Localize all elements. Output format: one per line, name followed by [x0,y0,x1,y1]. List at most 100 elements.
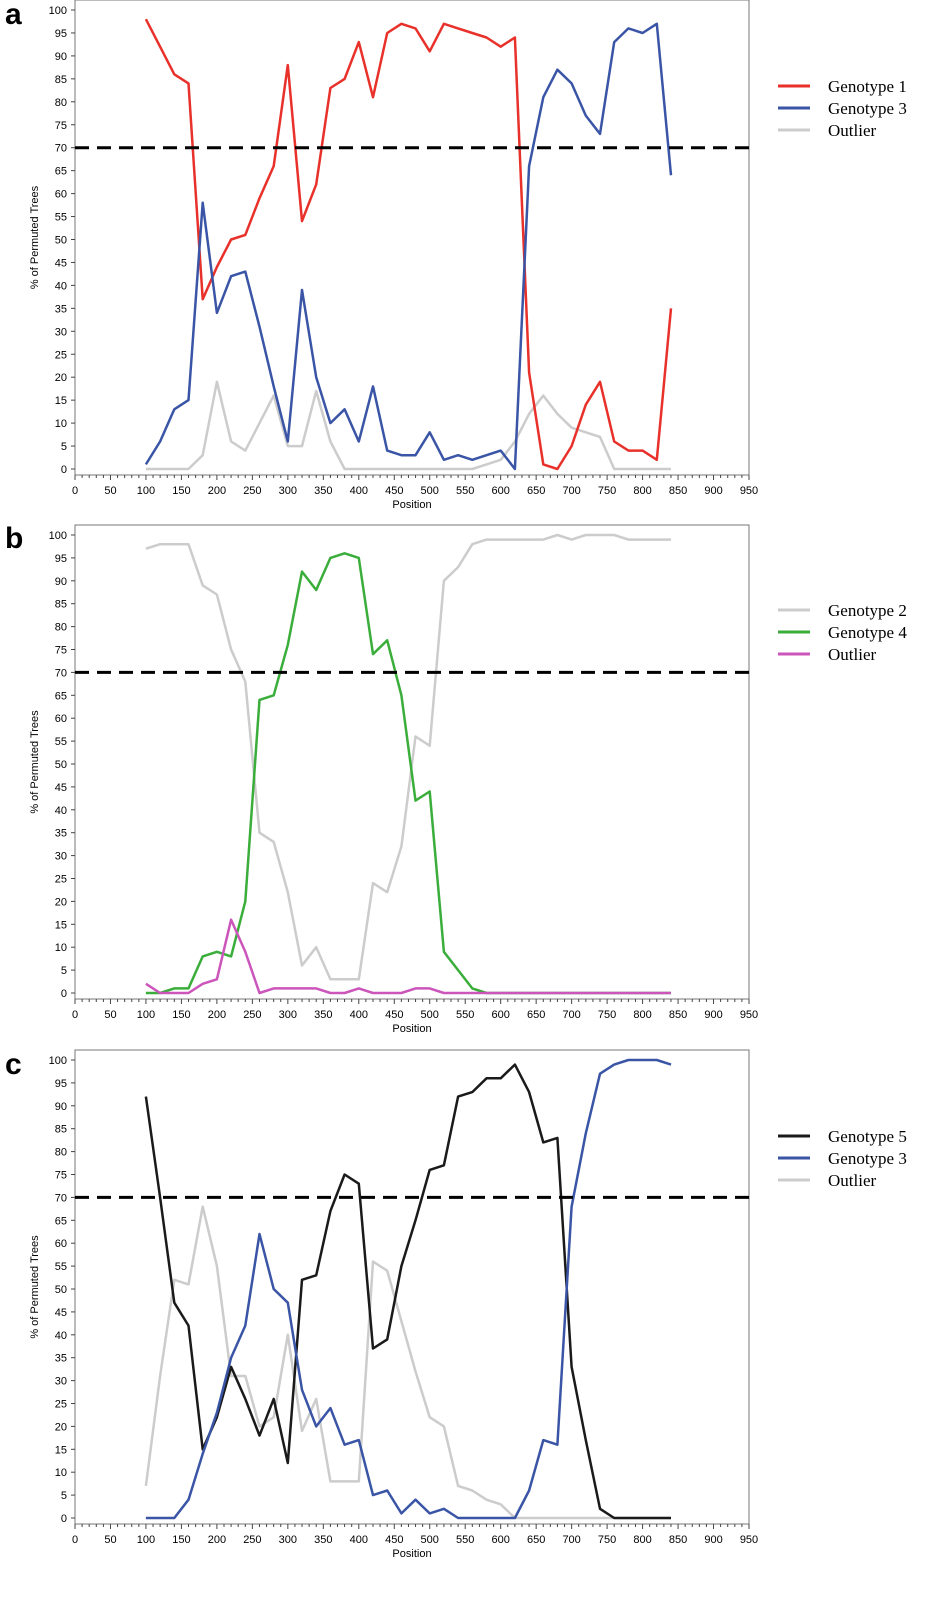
y-tick-label: 75 [55,645,67,657]
y-tick-label: 85 [55,599,67,611]
y-tick-label: 90 [55,576,67,588]
x-tick-label: 300 [279,485,297,497]
x-tick-label: 100 [137,1009,155,1021]
x-tick-label: 250 [243,485,261,497]
x-tick-label: 550 [456,1534,474,1546]
y-tick-label: 55 [55,212,67,224]
y-axis-title: % of Permuted Trees [29,185,41,289]
y-tick-label: 20 [55,896,67,908]
legend-label: Genotype 2 [828,601,907,620]
y-tick-label: 40 [55,805,67,817]
y-tick-label: 90 [55,1101,67,1113]
y-tick-label: 100 [49,5,67,17]
x-tick-label: 50 [104,1534,116,1546]
y-tick-label: 5 [61,1490,67,1502]
y-tick-label: 55 [55,1261,67,1273]
y-tick-label: 50 [55,1284,67,1296]
panel-letter: c [5,1048,22,1081]
y-tick-label: 5 [61,441,67,453]
y-tick-label: 45 [55,782,67,794]
x-tick-label: 0 [72,1009,78,1021]
y-tick-label: 15 [55,1444,67,1456]
series-line [145,533,671,981]
y-tick-label: 30 [55,851,67,863]
x-tick-label: 400 [350,1534,368,1546]
y-tick-label: 90 [55,51,67,63]
x-tick-label: 300 [279,1534,297,1546]
x-tick-label: 900 [704,1534,722,1546]
x-tick-label: 700 [562,485,580,497]
x-tick-label: 800 [633,485,651,497]
x-tick-label: 450 [385,1534,403,1546]
x-tick-label: 600 [492,485,510,497]
x-tick-label: 500 [421,1534,439,1546]
y-tick-label: 70 [55,143,67,155]
y-tick-label: 45 [55,1307,67,1319]
y-tick-label: 80 [55,1147,67,1159]
y-tick-label: 20 [55,372,67,384]
panel-letter: a [5,0,22,31]
y-tick-label: 70 [55,667,67,679]
x-tick-label: 800 [633,1009,651,1021]
series-line [144,18,673,471]
y-tick-label: 85 [55,1124,67,1136]
y-tick-label: 75 [55,120,67,132]
y-tick-label: 35 [55,1353,67,1365]
y-tick-label: 80 [55,622,67,634]
series-line [144,1205,671,1520]
y-tick-label: 10 [55,418,67,430]
y-tick-label: 35 [55,303,67,315]
x-tick-label: 950 [740,1534,758,1546]
x-axis-title: Position [392,1548,431,1560]
y-tick-label: 100 [49,1055,67,1067]
y-tick-label: 45 [55,257,67,269]
y-axis-title: % of Permuted Trees [29,710,41,814]
legend-label: Genotype 5 [828,1127,907,1146]
y-tick-label: 60 [55,189,67,201]
panel-letter: b [5,522,23,555]
x-tick-label: 350 [314,485,332,497]
x-axis-title: Position [392,499,431,511]
x-tick-label: 700 [562,1534,580,1546]
y-axis-title: % of Permuted Trees [29,1235,41,1339]
x-tick-label: 750 [598,1534,616,1546]
x-tick-label: 650 [527,485,545,497]
y-tick-label: 95 [55,28,67,40]
x-tick-label: 250 [243,1534,261,1546]
legend-label: Genotype 1 [828,77,907,96]
y-tick-label: 25 [55,1399,67,1411]
y-tick-label: 95 [55,1078,67,1090]
x-tick-label: 450 [385,1009,403,1021]
x-tick-label: 150 [172,485,190,497]
x-tick-label: 400 [350,485,368,497]
x-tick-label: 900 [704,1009,722,1021]
x-tick-label: 900 [704,485,722,497]
y-tick-label: 80 [55,97,67,109]
legend-label: Genotype 3 [828,99,907,118]
x-tick-label: 950 [740,485,758,497]
x-tick-label: 650 [527,1009,545,1021]
x-tick-label: 650 [527,1534,545,1546]
y-tick-label: 40 [55,1330,67,1342]
x-tick-label: 800 [633,1534,651,1546]
x-tick-label: 50 [104,1009,116,1021]
y-tick-label: 100 [49,530,67,542]
y-tick-label: 50 [55,235,67,247]
x-tick-label: 200 [208,1009,226,1021]
x-tick-label: 300 [279,1009,297,1021]
y-tick-label: 40 [55,280,67,292]
x-tick-label: 0 [72,1534,78,1546]
x-tick-label: 750 [598,485,616,497]
legend-label: Outlier [828,645,876,664]
x-tick-label: 850 [669,485,687,497]
y-tick-label: 95 [55,553,67,565]
y-tick-label: 5 [61,965,67,977]
y-tick-label: 15 [55,919,67,931]
y-tick-label: 50 [55,759,67,771]
y-tick-label: 65 [55,1215,67,1227]
x-tick-label: 50 [104,485,116,497]
x-tick-label: 550 [456,1009,474,1021]
x-tick-label: 550 [456,485,474,497]
y-tick-label: 75 [55,1170,67,1182]
chart-panel-c: c 0 5 10 15 20 25 30 35 40 45 50 55 60 65 70 75 80 85 90 95 1… [5,1048,907,1560]
